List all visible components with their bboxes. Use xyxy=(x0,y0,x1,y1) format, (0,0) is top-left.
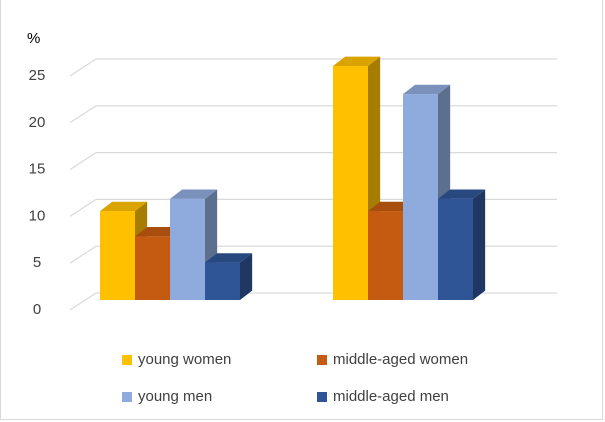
gridline-side xyxy=(69,152,97,171)
bar-middle-aged-men-2 xyxy=(438,189,486,300)
y-tick-label: 20 xyxy=(29,114,46,131)
gridline-side xyxy=(69,58,97,77)
bar-top-face xyxy=(403,84,451,95)
bar-front-face xyxy=(170,198,205,300)
bar-top-face xyxy=(205,253,253,263)
bar-front-face xyxy=(135,236,170,300)
gridline-side xyxy=(69,292,97,311)
bar-top-face xyxy=(170,189,218,199)
y-tick-label: 25 xyxy=(29,67,46,84)
bar-front-face xyxy=(368,211,403,300)
y-tick-label: 5 xyxy=(33,254,41,271)
bar-front-face xyxy=(100,211,135,300)
y-tick-label: 10 xyxy=(29,207,46,224)
gridline-side xyxy=(69,198,97,217)
y-axis-unit-label: % xyxy=(27,30,40,47)
bar-front-face xyxy=(438,198,473,300)
bar-side-face xyxy=(240,253,253,300)
bar-young-men-2 xyxy=(403,84,451,300)
bar-side-face xyxy=(473,189,486,300)
bar-top-face xyxy=(438,189,486,199)
gridline-side xyxy=(69,245,97,264)
bar-front-face xyxy=(205,262,240,300)
bar-front-face xyxy=(403,94,438,300)
bar-top-face xyxy=(100,201,148,212)
bar-middle-aged-men-1 xyxy=(205,253,253,300)
y-tick-label: 0 xyxy=(33,301,41,318)
gridline-side xyxy=(69,105,97,124)
bar-top-face xyxy=(333,56,381,66)
bar-front-face xyxy=(333,66,368,300)
y-tick-label: 15 xyxy=(29,161,46,178)
